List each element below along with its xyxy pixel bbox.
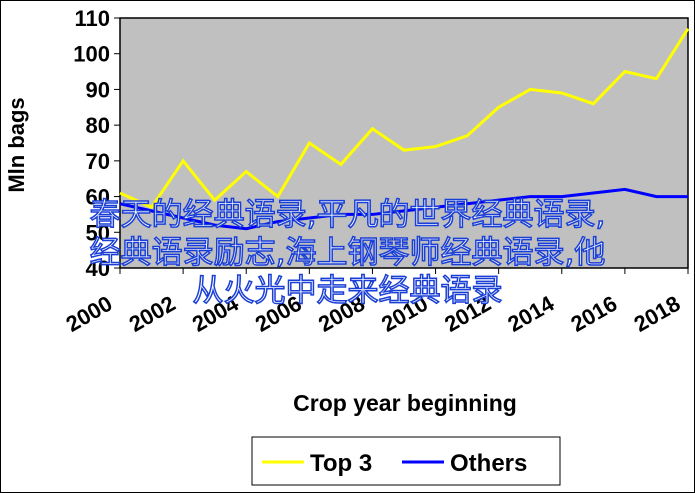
y-tick-label: 60 xyxy=(86,185,110,210)
y-tick-label: 80 xyxy=(86,113,110,138)
legend-label: Others xyxy=(450,450,527,477)
x-axis-label: Crop year beginning xyxy=(293,390,517,416)
y-tick-label: 90 xyxy=(86,77,110,102)
caption-line: 春天的经典语录,平凡的世界经典语录, xyxy=(89,196,606,234)
y-tick-label: 70 xyxy=(86,149,110,174)
series-line xyxy=(119,187,688,231)
caption-line: 经典语录励志,海上钢琴师经典语录,他 xyxy=(89,234,606,272)
series-line xyxy=(119,27,690,210)
caption-line: 从火光中走来经典语录 xyxy=(192,272,504,310)
y-axis-label: Mln bags xyxy=(4,97,29,192)
caption: 春天的经典语录,平凡的世界经典语录, 经典语录励志,海上钢琴师经典语录,他 从火… xyxy=(0,196,695,310)
y-tick-label: 110 xyxy=(75,6,111,31)
legend-label: Top 3 xyxy=(310,450,372,477)
y-tick-label: 100 xyxy=(73,42,110,67)
y-tick-label: 50 xyxy=(86,220,110,245)
y-tick-label: 40 xyxy=(86,256,110,281)
